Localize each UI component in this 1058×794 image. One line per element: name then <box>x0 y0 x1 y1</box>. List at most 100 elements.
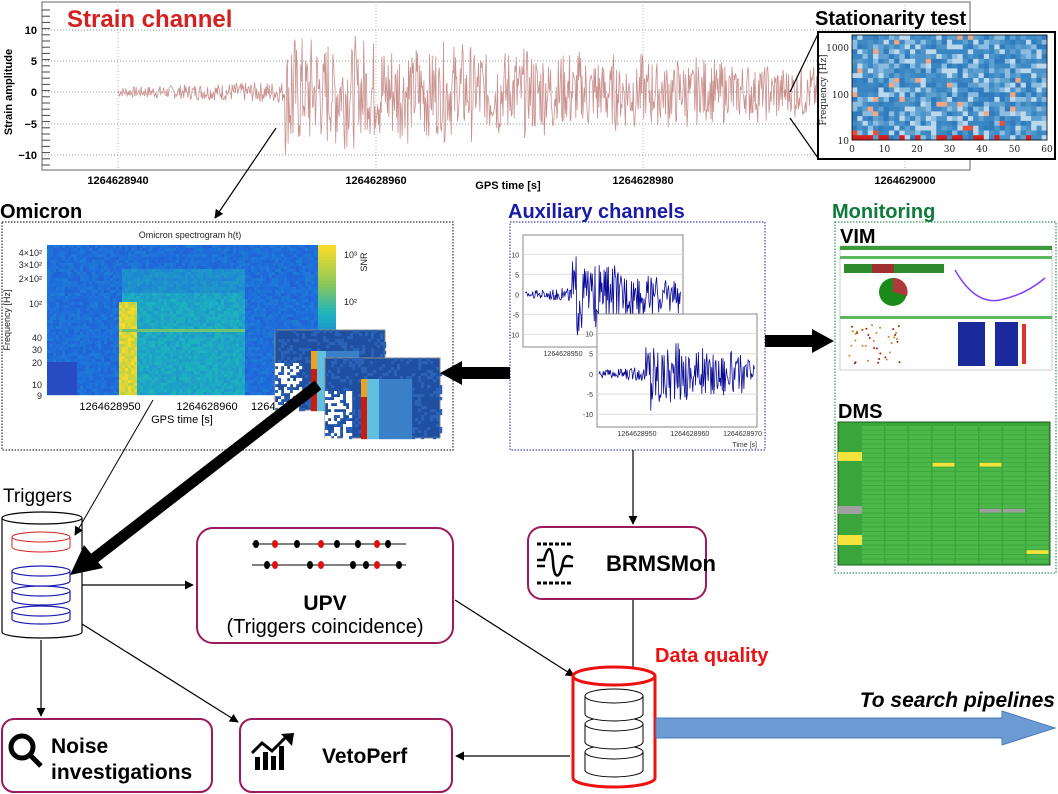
spectro-cell <box>122 263 126 267</box>
spectro-cell <box>170 344 174 348</box>
spectro-cell <box>47 359 51 363</box>
spectro-cell <box>122 323 126 327</box>
spectro-cell <box>245 365 249 369</box>
spectro-cell <box>101 275 105 279</box>
spectro-cell <box>170 383 174 387</box>
heat-cell <box>1004 39 1011 45</box>
heat-cell <box>878 35 884 41</box>
spectro-cell <box>74 266 78 270</box>
heat-cell <box>1010 44 1016 50</box>
spectro-cell <box>158 353 162 357</box>
heat-cell <box>946 92 953 98</box>
spectro-cell <box>68 392 72 396</box>
spectro-cell <box>245 359 249 363</box>
spectro-cell <box>203 272 207 276</box>
spectro-cell <box>206 281 210 285</box>
spectro-cell <box>197 317 201 321</box>
spectro-cell <box>56 299 60 303</box>
spectro-cell <box>71 299 75 303</box>
heat-cell <box>952 73 958 79</box>
spectro-cell <box>233 320 237 324</box>
spectro-cell <box>257 266 261 270</box>
spectro-cell <box>80 329 84 333</box>
spectro-cell <box>197 299 201 303</box>
spectro-cell <box>80 272 84 276</box>
spectro-cell <box>107 329 111 333</box>
spectro-cell <box>275 326 279 330</box>
spectro-cell <box>260 299 264 303</box>
spectro-cell <box>170 299 174 303</box>
spectro-cell <box>239 329 243 333</box>
spectro-cell <box>83 287 87 291</box>
spectro-cell <box>86 344 90 348</box>
spectro-cell <box>155 356 159 360</box>
heat-cell <box>967 135 974 141</box>
spectro-cell <box>107 251 111 255</box>
spectro-cell <box>242 389 246 393</box>
spectro-cell <box>182 368 186 372</box>
spectro-cell <box>227 383 231 387</box>
spectro-cell <box>131 329 135 333</box>
spectro-cell <box>188 392 192 396</box>
spectro-cell <box>47 338 51 342</box>
spectro-cell <box>206 245 210 249</box>
heat-cell <box>1025 92 1032 98</box>
spectro-cell <box>140 389 144 393</box>
spectro-cell <box>83 275 87 279</box>
spectro-cell <box>80 311 84 315</box>
spectro-cell <box>125 326 129 330</box>
heat-cell <box>1010 58 1016 64</box>
spectro-cell <box>71 284 75 288</box>
spectro-cell <box>104 296 108 300</box>
spectro-cell <box>77 251 81 255</box>
spectro-cell <box>155 299 159 303</box>
spectro-cell <box>191 371 195 375</box>
spectro-cell <box>176 392 180 396</box>
spectro-cell <box>50 320 54 324</box>
spectro-cell <box>140 353 144 357</box>
spectro-cell <box>83 311 87 315</box>
heat-cell <box>999 39 1006 45</box>
spectro-cell <box>251 311 255 315</box>
spectro-cell <box>83 380 87 384</box>
spectro-cell <box>77 386 81 390</box>
spectro-cell <box>245 305 249 309</box>
spectro-cell <box>74 245 78 249</box>
spectro-cell <box>80 335 84 339</box>
spectro-cell <box>167 299 171 303</box>
spectro-cell <box>191 260 195 264</box>
spectro-cell <box>92 269 96 273</box>
spectro-cell <box>149 380 153 384</box>
spectro-cell <box>113 347 117 351</box>
spectro-cell <box>125 392 129 396</box>
spectro-cell <box>218 350 222 354</box>
spectro-cell <box>152 338 156 342</box>
spectro-cell <box>239 248 243 252</box>
spectro-cell <box>53 302 57 306</box>
spectro-cell <box>47 245 51 249</box>
spectro-cell <box>227 248 231 252</box>
spectro-cell <box>131 332 135 336</box>
spectro-cell <box>194 275 198 279</box>
spectro-cell <box>140 350 144 354</box>
spectro-cell <box>68 383 72 387</box>
spectro-cell <box>83 362 87 366</box>
spectro-cell <box>164 305 168 309</box>
spectro-cell <box>242 338 246 342</box>
spectro-cell <box>77 392 81 396</box>
spectro-cell <box>218 377 222 381</box>
spectro-cell <box>212 266 216 270</box>
heat-cell <box>989 68 995 74</box>
spectro-cell <box>233 254 237 258</box>
spectro-cell <box>131 251 135 255</box>
spectro-cell <box>59 359 63 363</box>
spectro-cell <box>182 245 186 249</box>
spectro-cell <box>161 263 165 267</box>
spectro-cell <box>155 287 159 291</box>
heat-cell <box>999 68 1006 74</box>
spectro-cell <box>266 332 270 336</box>
spectro-cell <box>122 317 126 321</box>
heat-cell <box>952 44 958 50</box>
heat-cell <box>894 97 900 103</box>
spectro-cell <box>101 383 105 387</box>
